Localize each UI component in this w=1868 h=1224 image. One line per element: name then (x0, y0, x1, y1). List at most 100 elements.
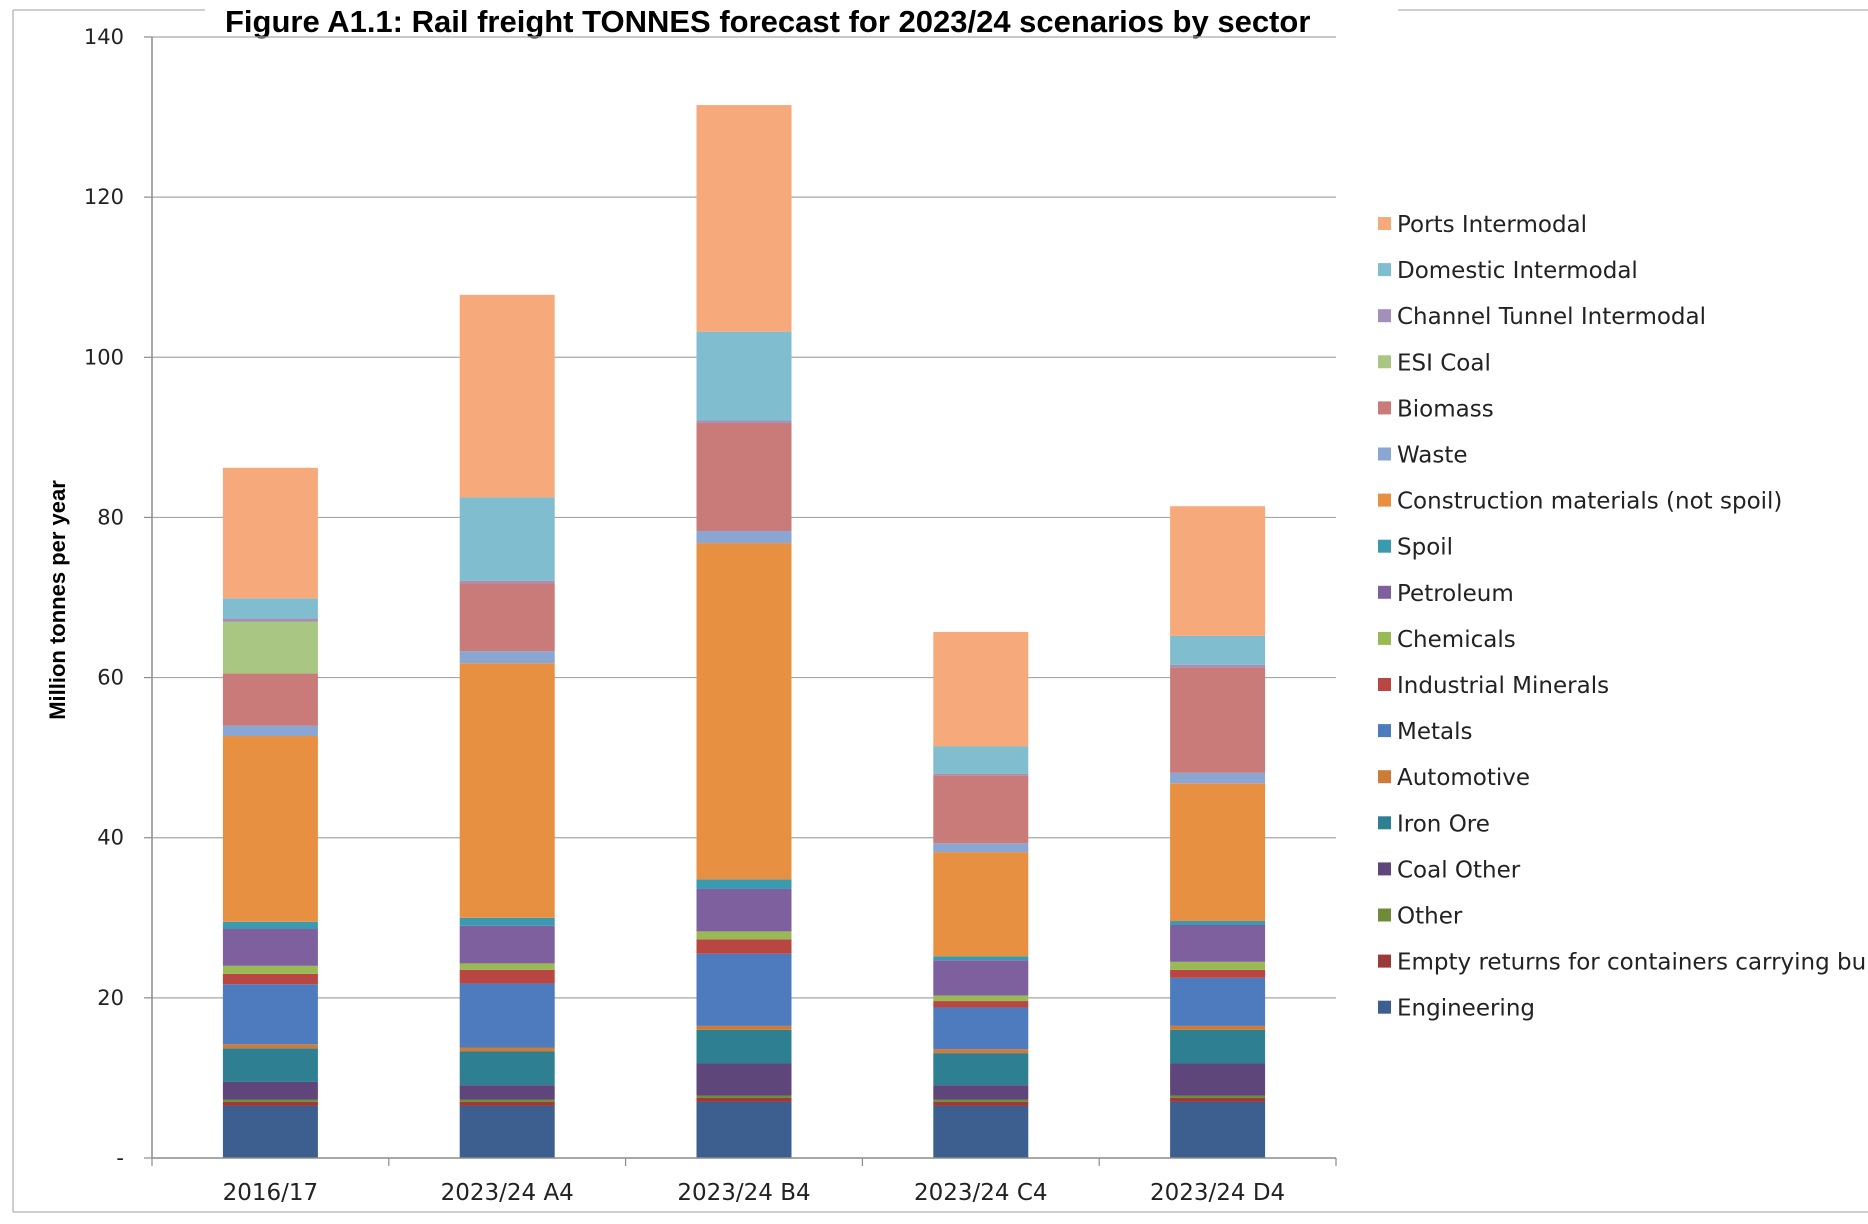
bar-2023-24-d4-spoil (1170, 920, 1266, 925)
bar-2023-24-c4-metals (933, 1007, 1029, 1050)
legend-label-other: Other (1397, 904, 1463, 930)
legend-label-coal-other: Coal Other (1397, 857, 1521, 883)
legend-swatch-petroleum (1378, 585, 1391, 599)
legend-swatch-chemicals (1378, 631, 1391, 645)
bar-2023-24-d4-channel-tunnel-intermodal (1170, 664, 1266, 668)
bar-2023-24-c4-construction-materials-not-spoil (933, 852, 1029, 957)
legend-item-channel-tunnel-intermodal: Channel Tunnel Intermodal (1378, 304, 1706, 330)
bar-2023-24-d4-automotive (1170, 1025, 1266, 1030)
bars (222, 105, 1266, 1158)
legend-swatch-metals (1378, 724, 1391, 738)
bar-2023-24-c4-spoil (933, 956, 1029, 961)
bar-2023-24-b4-iron-ore (696, 1029, 792, 1064)
legend-item-automotive: Automotive (1378, 765, 1530, 791)
legend-swatch-engineering (1378, 1000, 1391, 1014)
legend-item-empty-returns-for-containers-carrying-bulks: Empty returns for containers carrying bu… (1378, 950, 1868, 976)
legend-label-biomass: Biomass (1397, 396, 1494, 422)
legend-item-coal-other: Coal Other (1378, 857, 1521, 883)
chart-title: Figure A1.1: Rail freight TONNES forecas… (225, 4, 1310, 39)
legend-item-industrial-minerals: Industrial Minerals (1378, 673, 1609, 699)
bar-2023-24-a4-chemicals (459, 963, 555, 970)
legend-label-domestic-intermodal: Domestic Intermodal (1397, 258, 1638, 284)
legend-label-chemicals: Chemicals (1397, 627, 1516, 653)
bar-2023-24-a4-empty-returns-for-containers-carrying-bulks (459, 1101, 555, 1106)
y-tick-label-80: 80 (97, 505, 124, 529)
bar-2023-24-a4-waste (459, 651, 555, 664)
legend-item-metals: Metals (1378, 719, 1472, 745)
bar-stack-2023-24-a4 (459, 294, 555, 1158)
bar-2023-24-c4-empty-returns-for-containers-carrying-bulks (933, 1101, 1029, 1106)
bar-2023-24-c4-ports-intermodal (933, 631, 1029, 747)
y-tick-label-140: 140 (84, 25, 124, 49)
bar-2023-24-a4-automotive (459, 1047, 555, 1052)
legend-label-waste: Waste (1397, 443, 1468, 469)
legend-item-waste: Waste (1378, 443, 1468, 469)
bar-2023-24-b4-construction-materials-not-spoil (696, 543, 792, 880)
bar-2023-24-c4-engineering (933, 1105, 1029, 1158)
bar-2023-24-b4-petroleum (696, 888, 792, 932)
bar-2023-24-d4-domestic-intermodal (1170, 635, 1266, 665)
bar-2016-17-metals (222, 984, 318, 1045)
bar-2023-24-d4-engineering (1170, 1101, 1266, 1158)
legend-label-construction-materials-not-spoil: Construction materials (not spoil) (1397, 489, 1782, 515)
bar-2023-24-c4-industrial-minerals (933, 1001, 1029, 1008)
y-tick-label-100: 100 (84, 345, 124, 369)
y-tick-label-120: 120 (84, 185, 124, 209)
bar-2023-24-d4-coal-other (1170, 1063, 1266, 1096)
x-tick-label-2023-24-a4: 2023/24 A4 (441, 1180, 574, 1206)
bar-2016-17-other (222, 1099, 318, 1102)
bar-stack-2023-24-c4 (933, 631, 1029, 1158)
bar-2023-24-a4-coal-other (459, 1085, 555, 1100)
bar-2023-24-a4-iron-ore (459, 1051, 555, 1086)
bar-2023-24-b4-other (696, 1095, 792, 1098)
bar-2023-24-b4-spoil (696, 879, 792, 889)
legend-swatch-ports-intermodal (1378, 217, 1391, 230)
legend-label-channel-tunnel-intermodal: Channel Tunnel Intermodal (1397, 304, 1706, 330)
bar-2023-24-b4-ports-intermodal (696, 105, 792, 332)
bar-2016-17-waste (222, 725, 318, 737)
bar-2023-24-c4-waste (933, 843, 1029, 853)
bar-2023-24-c4-iron-ore (933, 1053, 1029, 1086)
bar-2016-17-iron-ore (222, 1048, 318, 1082)
bar-2023-24-a4-domestic-intermodal (459, 497, 555, 581)
bar-2023-24-b4-domestic-intermodal (696, 331, 792, 421)
bar-2023-24-c4-petroleum (933, 960, 1029, 996)
bar-2016-17-chemicals (222, 965, 318, 974)
bar-2016-17-automotive (222, 1044, 318, 1049)
legend-swatch-domestic-intermodal (1378, 263, 1391, 277)
legend-item-domestic-intermodal: Domestic Intermodal (1378, 258, 1638, 284)
bar-2023-24-b4-chemicals (696, 931, 792, 940)
legend-item-engineering: Engineering (1378, 996, 1535, 1022)
legend-item-construction-materials-not-spoil: Construction materials (not spoil) (1378, 489, 1782, 515)
bar-2023-24-b4-empty-returns-for-containers-carrying-bulks (696, 1097, 792, 1102)
bar-2023-24-c4-domestic-intermodal (933, 746, 1029, 774)
legend-swatch-coal-other (1378, 862, 1391, 876)
legend-label-ports-intermodal: Ports Intermodal (1397, 212, 1587, 238)
legend: Ports Intermodal Domestic Intermodal Chann… (1378, 212, 1868, 1022)
x-tick-label-2016-17: 2016/17 (223, 1180, 319, 1206)
legend-label-engineering: Engineering (1397, 996, 1535, 1022)
axes (151, 37, 1337, 1166)
legend-label-iron-ore: Iron Ore (1397, 811, 1490, 837)
legend-swatch-biomass (1378, 401, 1391, 415)
legend-swatch-esi-coal (1378, 355, 1391, 369)
bar-2023-24-d4-chemicals (1170, 961, 1266, 970)
legend-item-petroleum: Petroleum (1378, 581, 1514, 607)
bar-2023-24-c4-coal-other (933, 1085, 1029, 1100)
bar-2016-17-construction-materials-not-spoil (222, 736, 318, 922)
bar-2023-24-a4-petroleum (459, 925, 555, 964)
bar-2016-17-engineering (222, 1105, 318, 1158)
legend-swatch-empty-returns-for-containers-carrying-bulks (1378, 954, 1391, 968)
bar-2016-17-biomass (222, 673, 318, 726)
bar-2023-24-b4-automotive (696, 1025, 792, 1030)
legend-label-spoil: Spoil (1397, 535, 1453, 561)
bar-2023-24-d4-metals (1170, 977, 1266, 1026)
bar-stack-2023-24-d4 (1170, 506, 1266, 1158)
x-tick-label-2023-24-c4: 2023/24 C4 (914, 1180, 1048, 1206)
bar-2023-24-c4-biomass (933, 775, 1029, 844)
x-tick-labels: 2016/17 2023/24 A4 2023/24 B4 2023/24 C4 202… (223, 1180, 1286, 1206)
legend-item-iron-ore: Iron Ore (1378, 811, 1490, 837)
legend-swatch-channel-tunnel-intermodal (1378, 309, 1391, 323)
bar-2023-24-d4-biomass (1170, 667, 1266, 773)
